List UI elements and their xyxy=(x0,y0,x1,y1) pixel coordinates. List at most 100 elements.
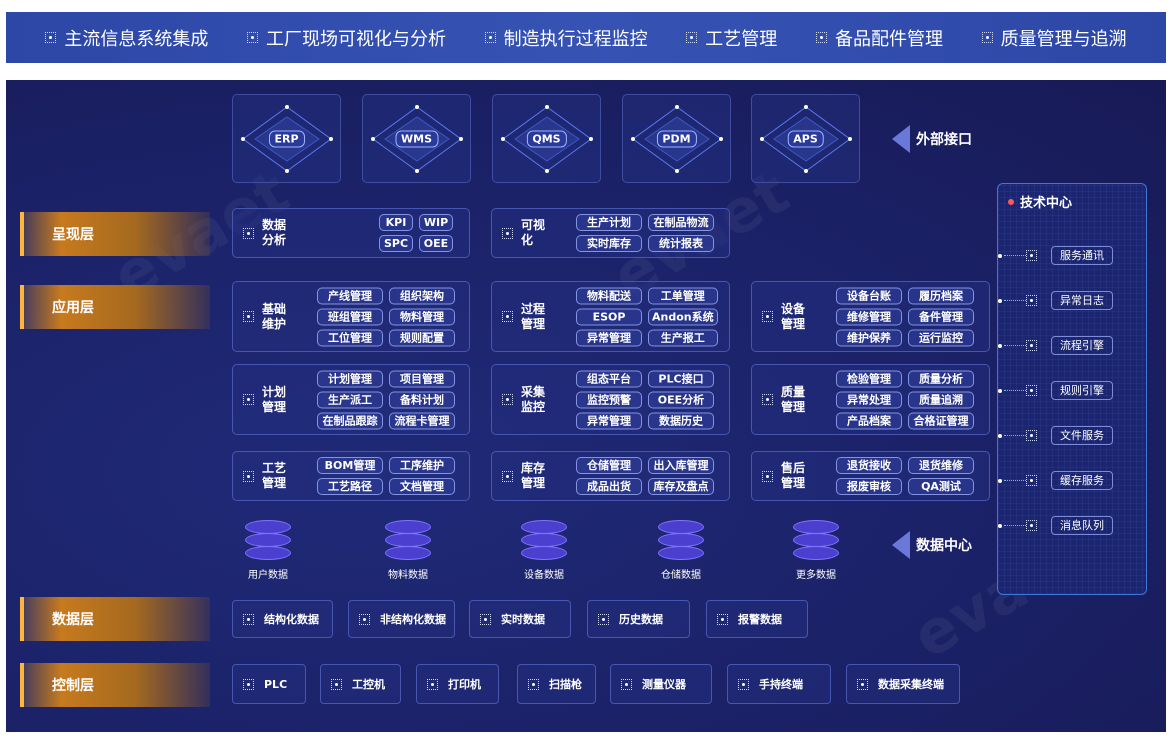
external-system-pdm[interactable]: PDM xyxy=(622,94,731,183)
data-layer-item[interactable]: 结构化数据 xyxy=(232,600,333,638)
service-button[interactable]: 消息队列 xyxy=(1051,516,1113,535)
module-tag[interactable]: QA测试 xyxy=(908,478,974,495)
module-tag[interactable]: 物料管理 xyxy=(389,308,455,325)
nav-item[interactable]: 备品配件管理 xyxy=(815,25,943,51)
control-layer-item[interactable]: 打印机 xyxy=(416,664,499,704)
module-tag[interactable]: 维护保养 xyxy=(836,329,902,346)
external-system-aps[interactable]: APS xyxy=(751,94,860,183)
module-tag[interactable]: PLC接口 xyxy=(648,370,714,387)
module-tag[interactable]: 组织架构 xyxy=(389,287,455,304)
module-tag[interactable]: 在制品跟踪 xyxy=(317,412,383,429)
module-tag[interactable]: 检验管理 xyxy=(836,370,902,387)
service-button[interactable]: 文件服务 xyxy=(1051,426,1113,445)
module-tag[interactable]: 流程卡管理 xyxy=(389,412,455,429)
module-tag[interactable]: 报废审核 xyxy=(836,478,902,495)
module-tag[interactable]: 工序维护 xyxy=(389,457,455,474)
module-tag[interactable]: 实时库存 xyxy=(576,235,642,252)
module-tag[interactable]: ESOP xyxy=(576,308,642,325)
grid-dot-icon xyxy=(738,678,749,690)
service-item[interactable]: 异常日志 xyxy=(998,291,1113,310)
connector-line xyxy=(1004,435,1026,436)
service-button[interactable]: 缓存服务 xyxy=(1051,471,1113,490)
data-layer-item[interactable]: 历史数据 xyxy=(587,600,690,638)
control-layer-label: 扫描枪 xyxy=(549,678,582,691)
module-tag[interactable]: 质量追溯 xyxy=(908,391,974,408)
module-tag[interactable]: 质量分析 xyxy=(908,370,974,387)
service-item[interactable]: 流程引擎 xyxy=(998,336,1113,355)
service-button[interactable]: 规则引擎 xyxy=(1051,381,1113,400)
service-button[interactable]: 异常日志 xyxy=(1051,291,1113,310)
nav-item[interactable]: 质量管理与追溯 xyxy=(981,25,1127,51)
data-layer-item[interactable]: 实时数据 xyxy=(469,600,571,638)
module-tag[interactable]: 文档管理 xyxy=(389,478,455,495)
nav-item[interactable]: 工艺管理 xyxy=(686,25,777,51)
nav-item[interactable]: 主流信息系统集成 xyxy=(45,25,208,51)
service-item[interactable]: 消息队列 xyxy=(998,516,1113,535)
external-system-erp[interactable]: ERP xyxy=(232,94,341,183)
module-tag[interactable]: 产线管理 xyxy=(317,287,383,304)
module-tag[interactable]: 计划管理 xyxy=(317,370,383,387)
module-tag[interactable]: 工艺路径 xyxy=(317,478,383,495)
data-layer-item[interactable]: 报警数据 xyxy=(706,600,808,638)
module-tag[interactable]: WIP xyxy=(419,214,453,231)
node-dot-icon xyxy=(998,523,1002,528)
nav-item[interactable]: 制造执行过程监控 xyxy=(484,25,648,51)
service-button[interactable]: 流程引擎 xyxy=(1051,336,1113,355)
module-tag[interactable]: OEE xyxy=(419,235,453,252)
module-tag[interactable]: 出入库管理 xyxy=(648,457,714,474)
control-layer-item[interactable]: PLC xyxy=(232,664,306,704)
module-tag[interactable]: 班组管理 xyxy=(317,308,383,325)
module-tag[interactable]: 库存及盘点 xyxy=(648,478,714,495)
service-button[interactable]: 服务通讯 xyxy=(1051,246,1113,265)
module-tag[interactable]: 运行监控 xyxy=(908,329,974,346)
module-tag[interactable]: 成品出货 xyxy=(576,478,642,495)
data-layer-label: 历史数据 xyxy=(619,613,663,626)
module-tag[interactable]: 生产计划 xyxy=(576,214,642,231)
module-tag[interactable]: 生产报工 xyxy=(648,329,718,346)
control-layer-item[interactable]: 工控机 xyxy=(320,664,401,704)
module-tag[interactable]: 合格证管理 xyxy=(908,412,974,429)
module-tag[interactable]: 统计报表 xyxy=(648,235,714,252)
module-tag[interactable]: 履历档案 xyxy=(908,287,974,304)
data-layer-item[interactable]: 非结构化数据 xyxy=(348,600,455,638)
module-tag[interactable]: KPI xyxy=(379,214,413,231)
module-tag[interactable]: 生产派工 xyxy=(317,391,383,408)
service-item[interactable]: 规则引擎 xyxy=(998,381,1113,400)
module-tag[interactable]: 设备台账 xyxy=(836,287,902,304)
service-item[interactable]: 文件服务 xyxy=(998,426,1113,445)
database-icon xyxy=(245,520,291,560)
control-layer-item[interactable]: 扫描枪 xyxy=(517,664,596,704)
module-tag[interactable]: 退货接收 xyxy=(836,457,902,474)
module-tag[interactable]: 异常处理 xyxy=(836,391,902,408)
module-tag[interactable]: 规则配置 xyxy=(389,329,455,346)
module-tag[interactable]: 异常管理 xyxy=(576,329,642,346)
control-layer-label: 数据采集终端 xyxy=(878,678,944,691)
module-tag[interactable]: 监控预警 xyxy=(576,391,642,408)
control-layer-item[interactable]: 手持终端 xyxy=(727,664,831,704)
control-layer-item[interactable]: 数据采集终端 xyxy=(846,664,960,704)
module-tag[interactable]: 在制品物流 xyxy=(648,214,714,231)
module-tag[interactable]: 维修管理 xyxy=(836,308,902,325)
module-tag[interactable]: 项目管理 xyxy=(389,370,455,387)
module-tag[interactable]: 退货维修 xyxy=(908,457,974,474)
service-item[interactable]: 服务通讯 xyxy=(998,246,1113,265)
module-tag[interactable]: BOM管理 xyxy=(317,457,383,474)
module-tag[interactable]: 备料计划 xyxy=(389,391,455,408)
module-tag[interactable]: 数据历史 xyxy=(648,412,714,429)
module-tag[interactable]: OEE分析 xyxy=(648,391,714,408)
module-tag[interactable]: 异常管理 xyxy=(576,412,642,429)
module-tag[interactable]: 备件管理 xyxy=(908,308,974,325)
module-tag[interactable]: SPC xyxy=(379,235,413,252)
external-system-wms[interactable]: WMS xyxy=(362,94,471,183)
module-tag[interactable]: 工位管理 xyxy=(317,329,383,346)
module-tag[interactable]: 组态平台 xyxy=(576,370,642,387)
service-item[interactable]: 缓存服务 xyxy=(998,471,1113,490)
nav-item[interactable]: 工厂现场可视化与分析 xyxy=(246,25,446,51)
module-tag[interactable]: Andon系统 xyxy=(648,308,718,325)
module-tag[interactable]: 工单管理 xyxy=(648,287,718,304)
external-system-qms[interactable]: QMS xyxy=(492,94,601,183)
module-tag[interactable]: 仓储管理 xyxy=(576,457,642,474)
module-tag[interactable]: 产品档案 xyxy=(836,412,902,429)
module-tag[interactable]: 物料配送 xyxy=(576,287,642,304)
control-layer-item[interactable]: 测量仪器 xyxy=(610,664,712,704)
